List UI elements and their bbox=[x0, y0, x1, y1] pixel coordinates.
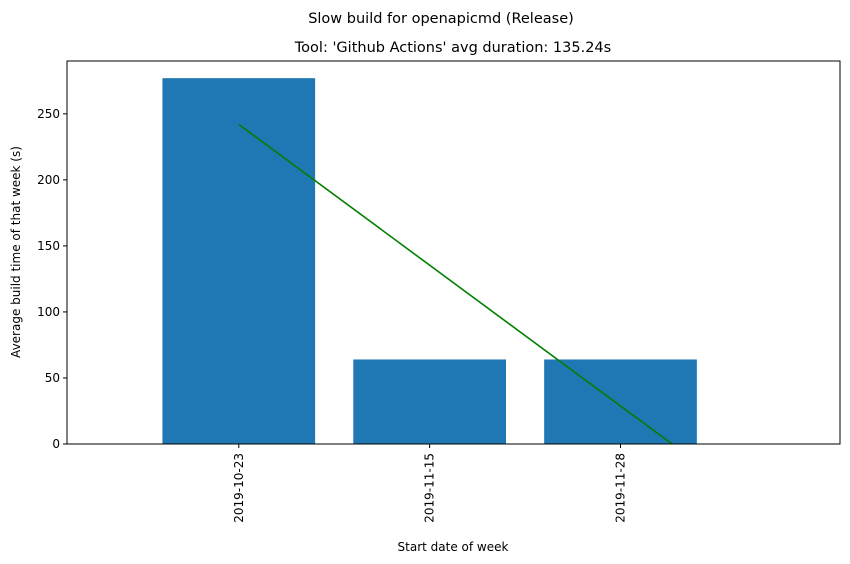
chart-suptitle: Slow build for openapicmd (Release) bbox=[308, 11, 574, 27]
bar-2019-11-15 bbox=[353, 359, 506, 444]
bar-2019-11-28 bbox=[544, 359, 697, 444]
plot-area: 0 50 100 150 200 250 2019-10-23 2019-11-15 2019-… bbox=[37, 78, 697, 523]
plot-frame bbox=[66, 60, 841, 445]
bar-2019-10-23 bbox=[162, 78, 316, 444]
x-axis-label: Start date of week bbox=[398, 540, 509, 554]
trend-line bbox=[238, 123, 673, 445]
chart-title: Tool: 'Github Actions' avg duration: 135… bbox=[294, 40, 611, 56]
y-tick-label: 0 bbox=[52, 437, 60, 451]
x-tick-label: 2019-11-28 bbox=[614, 453, 628, 523]
y-axis-label: Average build time of that week (s) bbox=[9, 146, 23, 358]
y-tick-label: 200 bbox=[37, 173, 60, 187]
y-tick-label: 100 bbox=[37, 305, 60, 319]
y-tick-label: 250 bbox=[37, 107, 60, 121]
y-tick-label: 50 bbox=[45, 371, 60, 385]
x-tick-label: 2019-10-23 bbox=[232, 453, 246, 523]
x-tick-label: 2019-11-15 bbox=[423, 453, 437, 523]
y-tick-label: 150 bbox=[37, 239, 60, 253]
